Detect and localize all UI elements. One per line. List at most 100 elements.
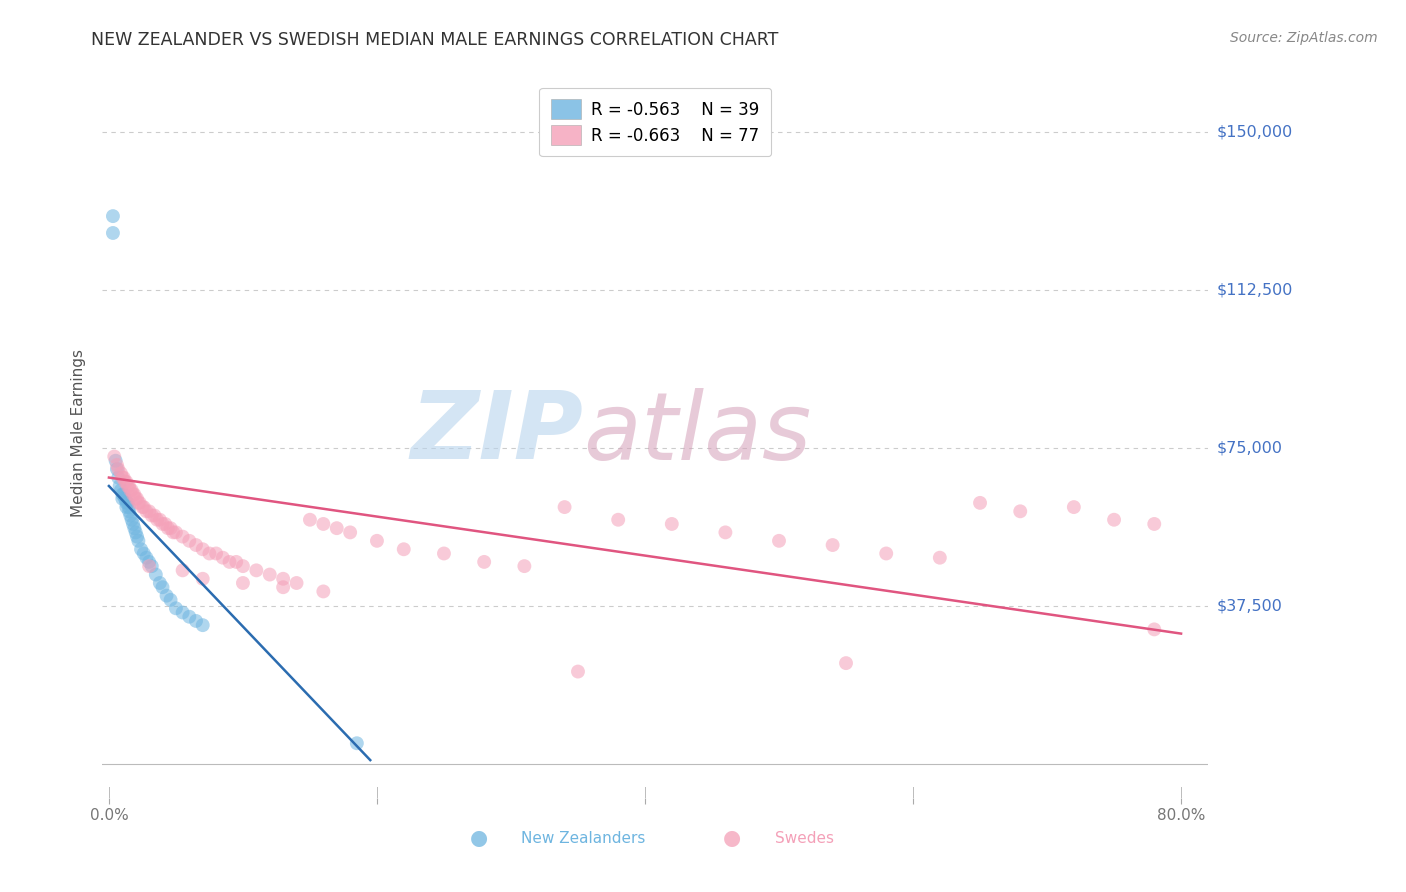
Point xyxy=(153,516,176,531)
Point xyxy=(149,576,172,591)
Point xyxy=(131,500,153,514)
Point xyxy=(143,508,166,523)
Point xyxy=(121,513,143,527)
Point xyxy=(118,504,141,518)
Point xyxy=(232,559,254,574)
Point xyxy=(122,487,145,501)
Point xyxy=(105,458,128,472)
Point xyxy=(1143,623,1166,637)
Point xyxy=(135,550,157,565)
Point xyxy=(127,533,149,548)
Point xyxy=(115,496,138,510)
Point xyxy=(124,487,146,501)
Point xyxy=(184,538,207,552)
Text: New Zealanders: New Zealanders xyxy=(522,830,645,846)
Point xyxy=(155,589,177,603)
Point xyxy=(152,580,174,594)
Point xyxy=(165,525,187,540)
Point xyxy=(115,500,138,514)
Point xyxy=(1010,504,1032,518)
Point xyxy=(138,559,160,574)
Point xyxy=(714,525,737,540)
Point xyxy=(928,550,950,565)
Point xyxy=(129,542,152,557)
Point xyxy=(1063,500,1085,514)
Point xyxy=(567,665,589,679)
Point xyxy=(128,496,150,510)
Text: ●: ● xyxy=(723,828,741,848)
Text: $112,500: $112,500 xyxy=(1216,283,1292,297)
Point xyxy=(111,491,134,506)
Point xyxy=(835,656,858,670)
Point xyxy=(159,521,181,535)
Point xyxy=(271,572,294,586)
Point xyxy=(152,516,174,531)
Point xyxy=(111,487,134,501)
Point xyxy=(191,542,214,557)
Point xyxy=(513,559,536,574)
Point xyxy=(312,584,335,599)
Point xyxy=(179,533,201,548)
Point xyxy=(607,513,630,527)
Point xyxy=(135,504,157,518)
Text: ZIP: ZIP xyxy=(411,387,583,479)
Point xyxy=(125,491,148,506)
Point xyxy=(118,500,141,514)
Point xyxy=(107,470,129,484)
Point xyxy=(141,559,163,574)
Point xyxy=(184,614,207,628)
Point xyxy=(138,555,160,569)
Point xyxy=(107,462,129,476)
Point xyxy=(146,513,169,527)
Point xyxy=(127,496,149,510)
Point xyxy=(218,555,240,569)
Point xyxy=(141,508,163,523)
Y-axis label: Median Male Earnings: Median Male Earnings xyxy=(72,350,86,517)
Point xyxy=(554,500,576,514)
Point xyxy=(103,450,125,464)
Point xyxy=(198,546,221,560)
Point xyxy=(132,546,155,560)
Point xyxy=(138,504,160,518)
Point xyxy=(969,496,991,510)
Point xyxy=(205,546,228,560)
Point xyxy=(117,496,139,510)
Point xyxy=(112,470,135,484)
Point xyxy=(115,475,138,489)
Text: Source: ZipAtlas.com: Source: ZipAtlas.com xyxy=(1230,31,1378,45)
Point xyxy=(108,479,131,493)
Point xyxy=(245,563,267,577)
Point xyxy=(821,538,844,552)
Point xyxy=(1143,516,1166,531)
Point xyxy=(285,576,308,591)
Point xyxy=(101,209,124,223)
Point xyxy=(172,563,194,577)
Point xyxy=(165,601,187,615)
Point xyxy=(156,521,179,535)
Point xyxy=(1102,513,1125,527)
Point xyxy=(124,521,146,535)
Point xyxy=(125,491,148,506)
Point xyxy=(121,483,143,498)
Point xyxy=(191,572,214,586)
Point xyxy=(125,530,148,544)
Point xyxy=(149,513,172,527)
Point xyxy=(472,555,495,569)
Text: NEW ZEALANDER VS SWEDISH MEDIAN MALE EARNINGS CORRELATION CHART: NEW ZEALANDER VS SWEDISH MEDIAN MALE EAR… xyxy=(91,31,779,49)
Point xyxy=(298,513,321,527)
Point xyxy=(326,521,349,535)
Point xyxy=(259,567,281,582)
Point xyxy=(110,483,132,498)
Point xyxy=(172,606,194,620)
Point xyxy=(104,453,127,467)
Point xyxy=(110,467,132,481)
Text: atlas: atlas xyxy=(583,388,811,479)
Point xyxy=(162,525,184,540)
Point xyxy=(105,462,128,476)
Point xyxy=(159,592,181,607)
Point xyxy=(661,516,683,531)
Point xyxy=(433,546,456,560)
Point xyxy=(392,542,415,557)
Point xyxy=(132,500,155,514)
Point xyxy=(211,550,233,565)
